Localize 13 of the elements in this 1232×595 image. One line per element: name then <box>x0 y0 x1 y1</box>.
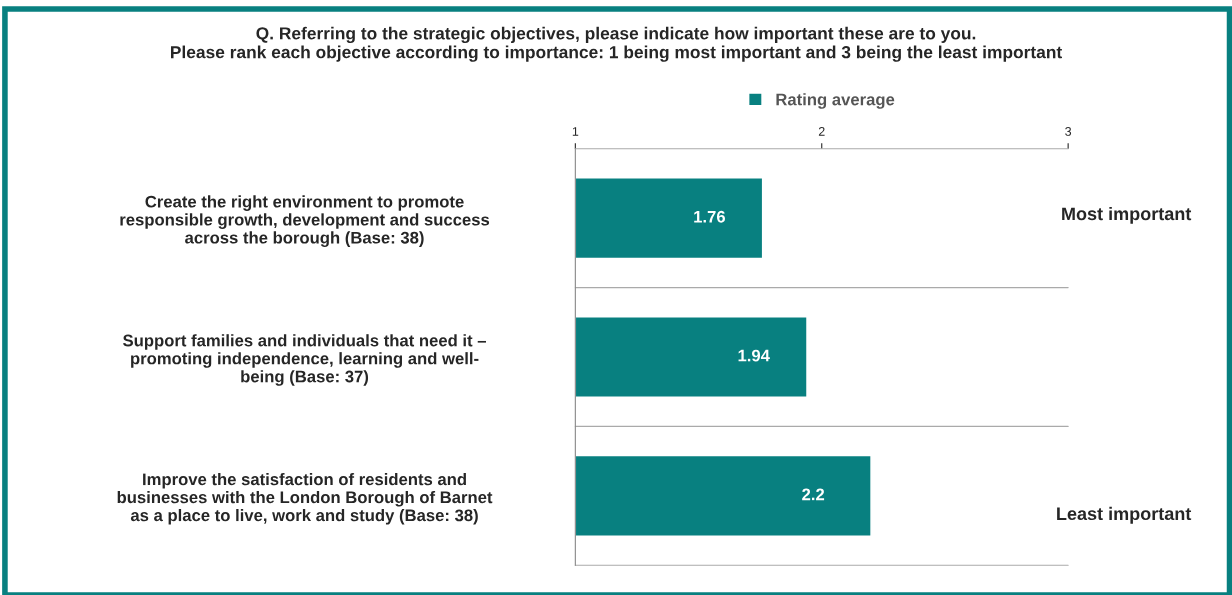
chart-title: Q. Referring to the strategic objectives, please indicate how important these are to you. Please rank each objective according to importance: 1 being most important and 3 being the least important <box>171 26 1063 62</box>
data-label: 1.76 <box>694 210 725 223</box>
x-tick-label: 3 <box>1065 127 1072 136</box>
y-tick-label: Support families and individuals that need it – promoting independence, learning and well- being (Base: 37) <box>123 334 486 386</box>
annotation: Least important <box>1057 506 1192 524</box>
x-tick-label: 2 <box>818 127 825 136</box>
annotation: Most important <box>1062 206 1192 224</box>
data-label: 2.2 <box>802 488 825 501</box>
data-label: 1.94 <box>738 349 770 362</box>
legend-label: Rating average <box>776 93 895 109</box>
y-tick-label: Create the right environment to promote responsible growth, development and success across the borough (Base: 38) <box>120 195 490 247</box>
x-tick-label: 1 <box>572 127 579 136</box>
y-tick-label: Improve the satisfaction of residents and businesses with the London Borough of Barnet as a place to live, work and study (Base: 38) <box>117 473 493 525</box>
